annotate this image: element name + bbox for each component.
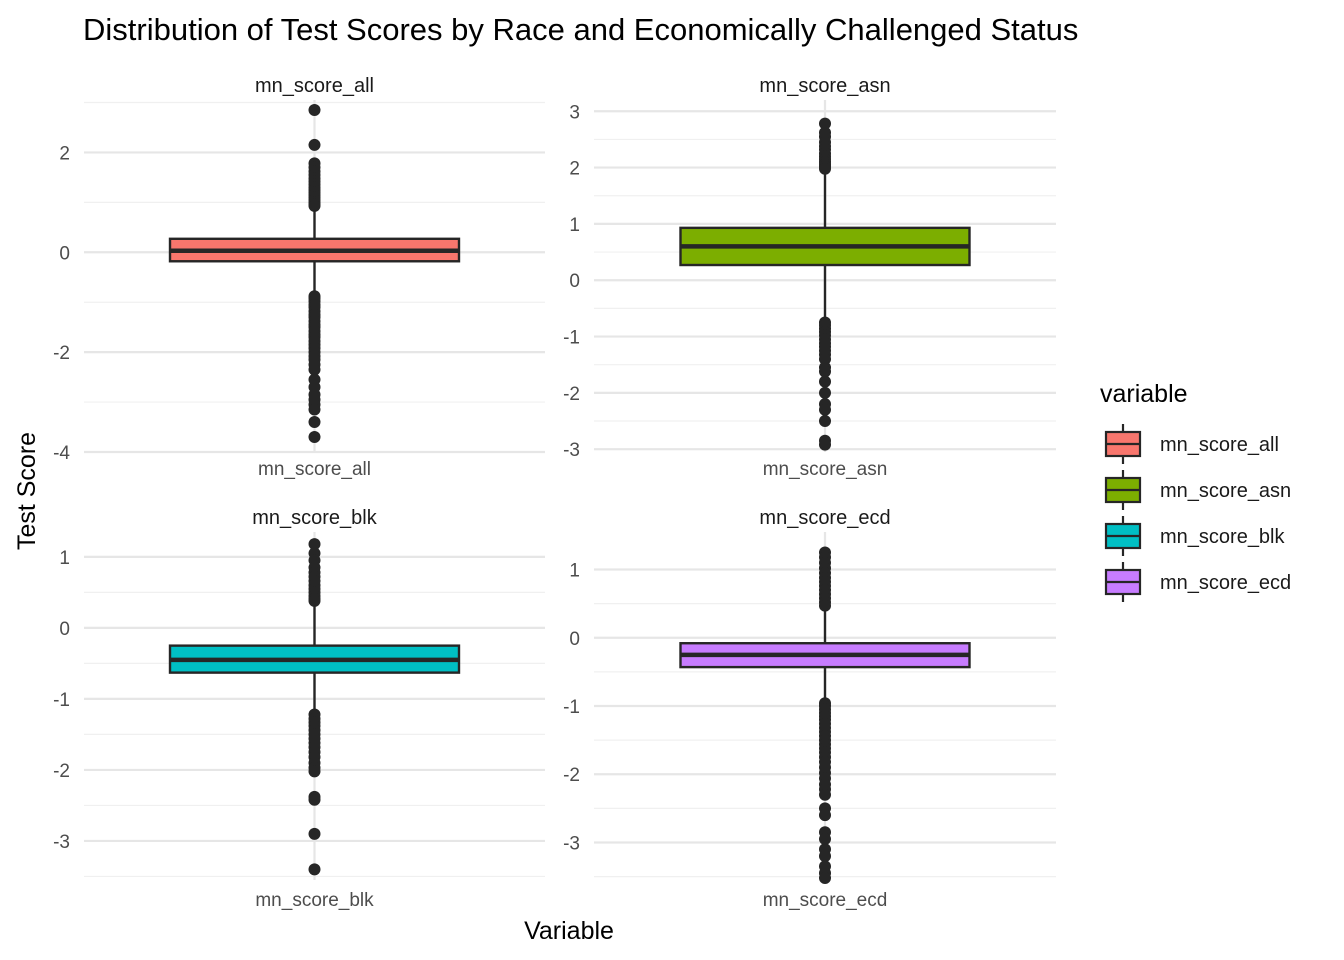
y-tick-label: 2: [569, 159, 580, 180]
facet-panel-mn_score_asn: 3 2 1 0 -1 -2 -3 mn_score_asn mn_score_asn: [563, 75, 1056, 480]
outlier-point: [308, 863, 321, 876]
outlier-point: [819, 788, 831, 801]
outlier-point: [308, 793, 321, 806]
y-tick-label: -3: [563, 833, 580, 854]
outlier-point: [308, 138, 321, 151]
y-tick-label: 1: [569, 215, 580, 236]
outlier-point: [308, 403, 321, 416]
outlier-point: [819, 375, 831, 388]
outlier-point: [308, 827, 321, 840]
legend-label: mn_score_blk: [1160, 526, 1286, 548]
y-tick-label: 0: [59, 619, 70, 640]
facet-panels: 2 0 -2 -4 mn_score_all mn_score_all 3 2 1 0 -1 -2 -3…: [53, 75, 1056, 911]
outlier-point: [819, 117, 831, 130]
y-axis-title: Test Score: [13, 432, 41, 550]
y-tick-label: 0: [59, 243, 70, 264]
facet-panel-mn_score_all: 2 0 -2 -4 mn_score_all mn_score_all: [53, 75, 545, 480]
y-tick-label: 0: [569, 271, 580, 292]
facet-strip-label: mn_score_all: [255, 75, 374, 97]
facet-strip-label: mn_score_ecd: [759, 507, 890, 529]
y-tick-label: 0: [569, 629, 580, 650]
outlier-point: [819, 850, 831, 863]
y-tick-label: -3: [53, 832, 70, 853]
y-tick-label: -1: [563, 328, 580, 349]
legend-item-mn_score_all: mn_score_all: [1104, 424, 1279, 464]
outlier-point: [819, 599, 831, 612]
legend: variable mn_score_all mn_score_asn mn_scor…: [1100, 380, 1291, 602]
y-tick-label: -4: [53, 443, 70, 464]
y-tick-label: -1: [53, 690, 70, 711]
y-tick-label: -2: [563, 384, 580, 405]
outlier-point: [308, 594, 321, 607]
facet-strip-label: mn_score_blk: [252, 507, 378, 529]
legend-item-mn_score_ecd: mn_score_ecd: [1104, 562, 1291, 602]
outlier-point: [819, 415, 831, 428]
outlier-point: [819, 871, 831, 884]
y-tick-label: 1: [569, 561, 580, 582]
legend-title: variable: [1100, 380, 1188, 408]
y-tick-label: -2: [53, 761, 70, 782]
outlier-point: [819, 365, 831, 378]
facet-panel-mn_score_ecd: 1 0 -1 -2 -3 mn_score_ecd mn_score_ecd: [563, 507, 1056, 911]
outlier-point: [819, 809, 831, 822]
outlier-point: [819, 833, 831, 846]
legend-item-mn_score_asn: mn_score_asn: [1104, 470, 1291, 510]
y-tick-label: -3: [563, 440, 580, 461]
x-tick-label: mn_score_ecd: [763, 890, 888, 911]
outlier-point: [308, 416, 321, 429]
y-tick-label: 2: [59, 143, 70, 164]
y-tick-label: -2: [53, 343, 70, 364]
x-tick-label: mn_score_all: [258, 459, 371, 480]
y-tick-label: 3: [569, 102, 580, 123]
x-axis-title: Variable: [524, 917, 614, 945]
facet-panel-mn_score_blk: 1 0 -1 -2 -3 mn_score_blk mn_score_blk: [53, 507, 545, 911]
outlier-point: [819, 162, 831, 175]
x-tick-label: mn_score_blk: [255, 890, 374, 911]
outlier-point: [819, 403, 831, 416]
y-tick-label: -2: [563, 765, 580, 786]
outlier-point: [819, 386, 831, 399]
legend-label: mn_score_asn: [1160, 480, 1291, 502]
outlier-point: [819, 438, 831, 451]
x-tick-label: mn_score_asn: [763, 459, 888, 480]
legend-label: mn_score_all: [1160, 434, 1279, 456]
legend-item-mn_score_blk: mn_score_blk: [1104, 516, 1286, 556]
outlier-point: [308, 363, 321, 376]
outlier-point: [308, 199, 321, 212]
outlier-point: [308, 431, 321, 444]
outlier-point: [819, 353, 831, 366]
outlier-point: [308, 103, 321, 116]
outlier-point: [308, 538, 321, 551]
y-tick-label: 1: [59, 548, 70, 569]
outlier-point: [308, 765, 321, 778]
legend-label: mn_score_ecd: [1160, 572, 1291, 594]
chart-title: Distribution of Test Scores by Race and …: [83, 12, 1078, 47]
facet-strip-label: mn_score_asn: [759, 75, 890, 97]
y-tick-label: -1: [563, 697, 580, 718]
